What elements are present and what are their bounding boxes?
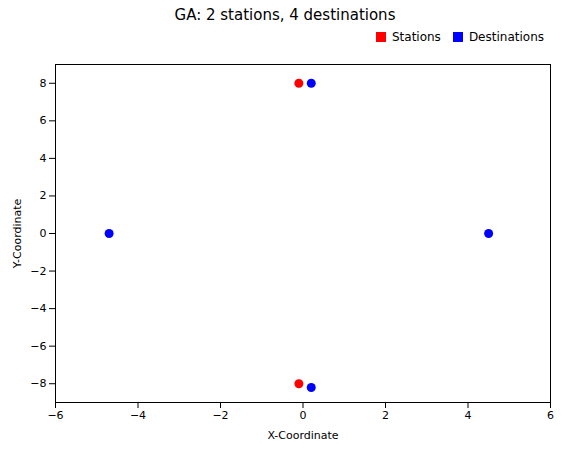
html-text:Destinations: Destinations: [468, 30, 544, 44]
svg-text:4: 4: [465, 409, 472, 422]
svg-text:Y-Coordinate: Y-Coordinate: [11, 198, 24, 269]
svg-text:2: 2: [40, 189, 47, 202]
svg-text:0: 0: [40, 227, 47, 240]
svg-text:−4: −4: [30, 302, 46, 315]
svg-text:6: 6: [40, 114, 47, 127]
svg-text:−2: −2: [212, 409, 228, 422]
svg-text:8: 8: [40, 77, 47, 90]
svg-text:X-Coordinate: X-Coordinate: [267, 429, 338, 442]
svg-text:4: 4: [40, 152, 47, 165]
svg-text:0: 0: [300, 409, 307, 422]
html-text:Stations: Stations: [392, 30, 441, 44]
svg-text:−8: −8: [30, 377, 46, 390]
svg-text:−6: −6: [47, 409, 63, 422]
svg-text:−6: −6: [30, 340, 46, 353]
svg-text:2: 2: [382, 409, 389, 422]
html-text:GA: 2 stations, 4 destinations: GA: 2 stations, 4 destinations: [174, 6, 396, 24]
svg-text:6: 6: [547, 409, 554, 422]
svg-text:−2: −2: [30, 265, 46, 278]
svg-text:−4: −4: [130, 409, 146, 422]
